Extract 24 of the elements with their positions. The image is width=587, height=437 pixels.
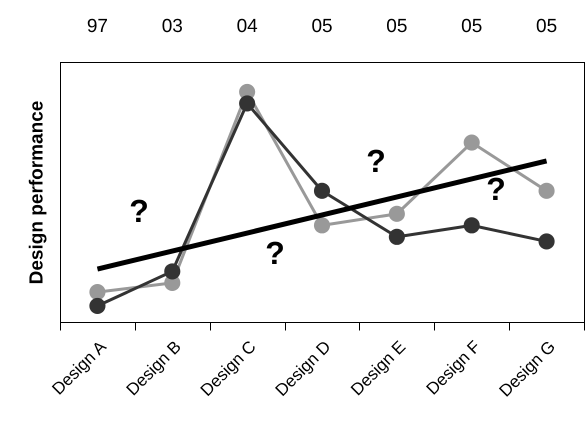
y-axis-title: Design performance [26,100,48,284]
point [538,233,555,250]
point [89,284,106,300]
point [388,206,405,222]
point [538,182,555,199]
point [239,95,256,112]
annotation: ? [366,143,386,179]
text: 05 [536,16,558,37]
point [388,228,405,245]
point [89,298,106,314]
text: 05 [311,16,333,37]
text: 97 [86,16,108,37]
text: 04 [236,16,258,37]
point [464,134,480,151]
text: 05 [461,16,482,37]
text: 05 [386,16,408,37]
point [164,263,180,280]
annotation: ? [486,171,506,207]
point [314,217,330,234]
point [314,182,330,199]
point [464,217,480,234]
text: 03 [162,16,183,37]
annotation: ? [129,193,149,229]
annotation: ? [265,235,285,271]
